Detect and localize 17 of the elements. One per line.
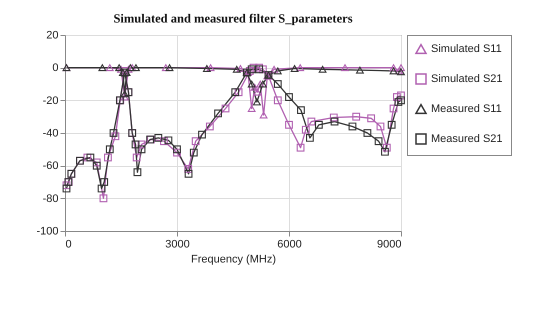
legend-label: Measured S11 bbox=[431, 103, 502, 115]
y-tick-label: -60 bbox=[42, 160, 58, 172]
legend-label: Simulated S21 bbox=[431, 73, 503, 85]
x-tick-label: 0 bbox=[66, 238, 72, 250]
x-tick-label: 9000 bbox=[377, 238, 402, 250]
x-tick-label: 6000 bbox=[277, 238, 302, 250]
y-tick-label: -100 bbox=[36, 226, 58, 238]
y-tick-label: 20 bbox=[46, 30, 58, 42]
y-tick-label: -20 bbox=[42, 94, 58, 107]
chart-title: Simulated and measured filter S_parameters bbox=[113, 12, 353, 26]
x-axis-title: Frequency (MHz) bbox=[191, 254, 276, 266]
y-tick-label: -80 bbox=[42, 192, 58, 205]
legend-label: Measured S21 bbox=[431, 133, 503, 145]
y-tick-label: 0 bbox=[52, 62, 58, 74]
legend-label: Simulated S11 bbox=[431, 43, 502, 55]
x-tick-label: 3000 bbox=[165, 238, 190, 250]
y-tick-label: -40 bbox=[42, 128, 58, 140]
